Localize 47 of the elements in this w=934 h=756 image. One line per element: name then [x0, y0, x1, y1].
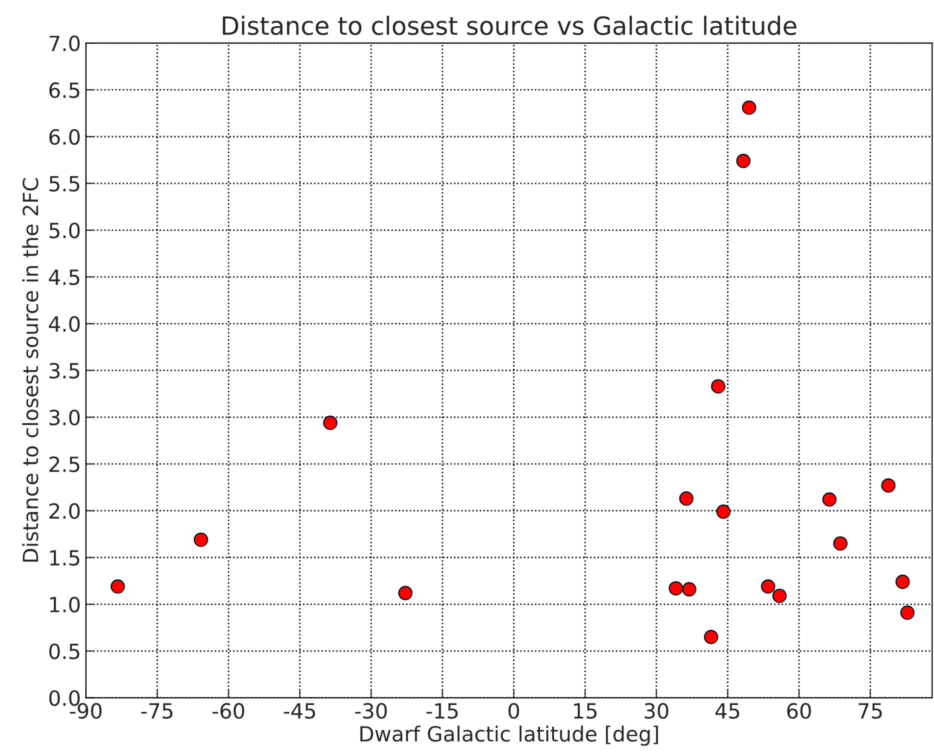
x-tick-label: 45: [715, 703, 740, 719]
point: [704, 630, 718, 644]
y-tick-label: 2.5: [49, 456, 80, 472]
y-tick-label: 4.0: [48, 316, 80, 332]
point: [194, 532, 208, 547]
point: [772, 588, 787, 603]
point: [711, 379, 726, 394]
y-tick-label: 1.0: [50, 596, 80, 612]
x-tick-label: -30: [355, 703, 387, 719]
point: [833, 536, 848, 551]
point: [896, 574, 910, 589]
point: [742, 100, 756, 115]
x-tick-label: -75: [141, 703, 172, 719]
y-tick-label: 3.5: [50, 362, 80, 379]
point: [881, 478, 896, 493]
point: [668, 581, 684, 596]
point: [900, 606, 915, 620]
point: [398, 586, 413, 600]
x-tick-label: 0: [508, 703, 520, 719]
chart-title: Distance to closest source vs Galactic latitude: [222, 16, 796, 36]
point: [679, 491, 694, 506]
y-tick-label: 0.5: [49, 643, 80, 660]
y-axis-title: Distance to closest source in the 2FC: [22, 178, 38, 562]
point: [822, 492, 837, 507]
point: [716, 504, 731, 519]
x-tick-label: 60: [787, 703, 811, 719]
x-tick-label: -60: [212, 703, 244, 719]
y-tick-label: 6.0: [49, 129, 80, 145]
y-tick-label: 7.0: [50, 36, 80, 52]
point: [736, 154, 751, 168]
y-tick-label: 5.5: [50, 176, 80, 192]
y-tick-label: 6.5: [49, 82, 80, 98]
x-axis-title: Dwarf Galactic latitude [deg]: [360, 726, 658, 746]
point: [760, 579, 776, 594]
y-tick-label: 1.5: [50, 550, 80, 566]
point: [682, 582, 696, 596]
y-tick-label: 5.0: [50, 222, 80, 238]
y-tick-label: 2.0: [49, 503, 80, 519]
x-tick-label: -15: [426, 703, 458, 719]
x-tick-label: 75: [858, 703, 882, 719]
x-tick-label: 30: [644, 703, 668, 719]
x-tick-label: 15: [574, 703, 597, 719]
y-tick-label: 3.0: [50, 410, 80, 426]
point: [323, 416, 338, 430]
y-tick-label: 4.5: [48, 270, 80, 286]
point: [110, 579, 125, 594]
x-tick-label: -45: [284, 703, 316, 719]
